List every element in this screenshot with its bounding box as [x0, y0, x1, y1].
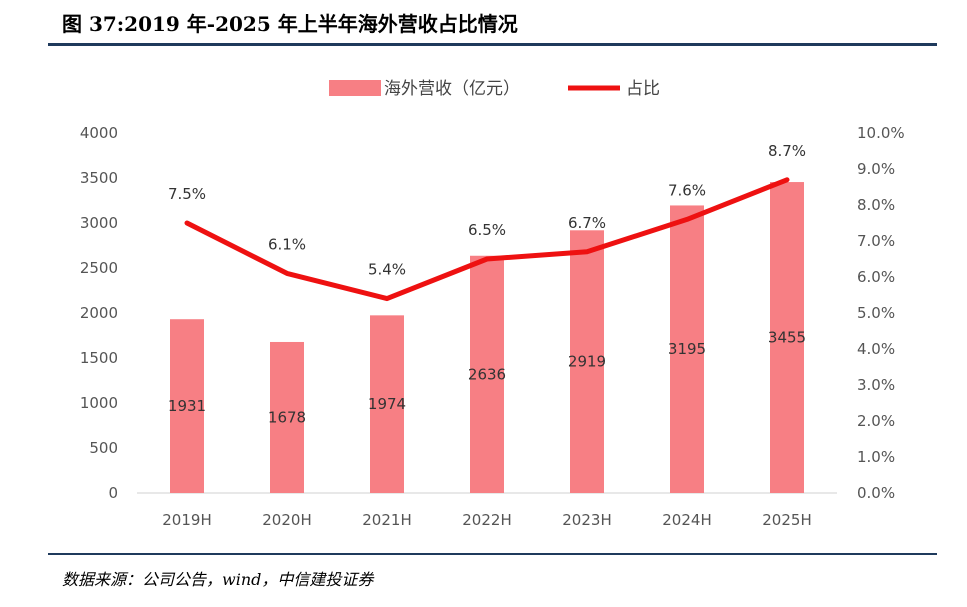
y-right-tick-label: 9.0% — [857, 160, 895, 178]
y-right-tick-label: 1.0% — [857, 448, 895, 466]
ratio-point — [485, 257, 489, 261]
ratio-value-label: 7.5% — [168, 185, 206, 203]
y-left-tick-label: 3500 — [80, 169, 118, 187]
y-right-tick-label: 5.0% — [857, 304, 895, 322]
y-left-tick-label: 2500 — [80, 259, 118, 277]
bar-value-label: 3195 — [668, 340, 706, 358]
bar — [370, 315, 404, 493]
x-tick-label: 2020H — [262, 511, 311, 529]
bar — [470, 255, 504, 493]
bar-value-label: 2636 — [468, 365, 506, 383]
y-right-tick-label: 3.0% — [857, 376, 895, 394]
x-tick-label: 2023H — [562, 511, 611, 529]
ratio-value-label: 6.7% — [568, 214, 606, 232]
x-tick-label: 2021H — [362, 511, 411, 529]
ratio-point — [385, 297, 389, 301]
source-note: 数据来源：公司公告，wind，中信建投证券 — [62, 570, 374, 589]
ratio-point — [185, 221, 189, 225]
y-right-tick-label: 10.0% — [857, 124, 905, 142]
legend-line-label: 占比 — [626, 79, 660, 99]
axes: 0 500 1000 1500 2000 2500 3000 3500 4000 0.0% 1.0%… — [80, 124, 905, 529]
bar — [570, 230, 604, 494]
ratio-value-label: 7.6% — [668, 181, 706, 199]
y-left-tick-label: 3000 — [80, 214, 118, 232]
ratio-value-label: 8.7% — [768, 142, 806, 160]
bar-value-label: 2919 — [568, 353, 606, 371]
bar-value-label: 1931 — [168, 397, 206, 415]
ratio-line: 7.5% 6.1% 5.4% 6.5% 6.7% 7.6% 8.7% — [168, 142, 806, 302]
bar-value-label: 1678 — [268, 408, 306, 426]
ratio-point — [585, 250, 589, 254]
ratio-point — [785, 178, 789, 182]
ratio-point — [685, 217, 689, 221]
source-rule — [48, 553, 937, 555]
y-left-tick-label: 1000 — [80, 394, 118, 412]
ratio-point — [285, 271, 289, 275]
bar — [170, 319, 204, 493]
y-right-tick-label: 7.0% — [857, 232, 895, 250]
y-left-tick-label: 0 — [108, 484, 118, 502]
x-tick-label: 2022H — [462, 511, 511, 529]
y-right-tick-label: 2.0% — [857, 412, 895, 430]
bar — [270, 341, 304, 493]
legend-bar-label: 海外营收（亿元） — [384, 79, 520, 99]
x-tick-label: 2025H — [762, 511, 811, 529]
y-right-tick-label: 8.0% — [857, 196, 895, 214]
y-left-tick-label: 4000 — [80, 124, 118, 142]
figure-title: 图 37:2019 年-2025 年上半年海外营收占比情况 — [62, 12, 518, 36]
y-left-tick-label: 1500 — [80, 349, 118, 367]
legend: 海外营收（亿元） 占比 — [329, 79, 660, 99]
title-rule — [48, 43, 937, 46]
y-left-tick-label: 500 — [89, 439, 118, 457]
bar-value-label: 3455 — [768, 329, 806, 347]
x-tick-label: 2024H — [662, 511, 711, 529]
bar — [770, 182, 804, 494]
bar-value-label: 1974 — [368, 395, 406, 413]
y-right-tick-label: 6.0% — [857, 268, 895, 286]
legend-bar-swatch — [329, 80, 381, 96]
x-tick-label: 2019H — [162, 511, 211, 529]
ratio-value-label: 5.4% — [368, 261, 406, 279]
bar — [670, 205, 704, 493]
bars: 1931 1678 1974 2636 2919 3195 3455 — [168, 182, 806, 494]
y-right-tick-label: 0.0% — [857, 484, 895, 502]
y-left-tick-label: 2000 — [80, 304, 118, 322]
y-right-tick-label: 4.0% — [857, 340, 895, 358]
ratio-value-label: 6.1% — [268, 235, 306, 253]
ratio-value-label: 6.5% — [468, 221, 506, 239]
